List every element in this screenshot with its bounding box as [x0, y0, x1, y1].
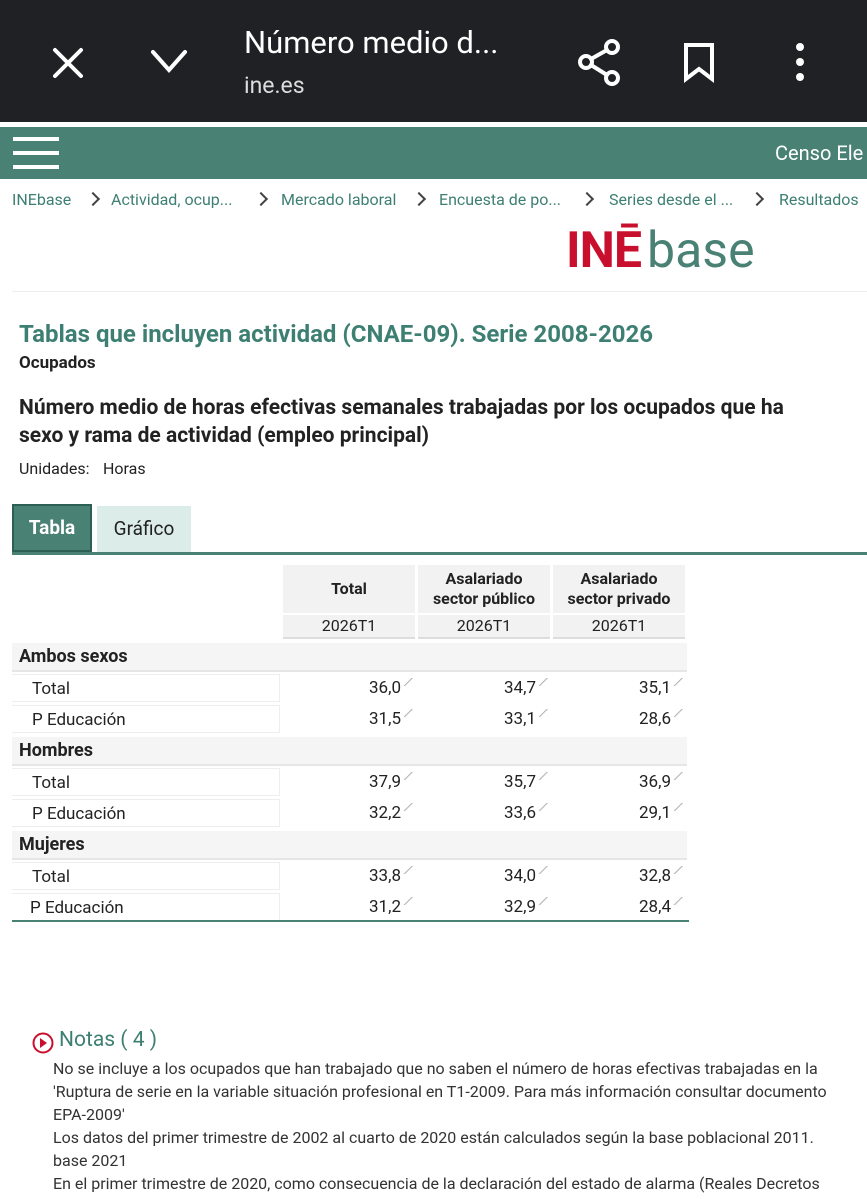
breadcrumb-separator	[253, 191, 269, 207]
browser-bar: Número medio d... ine.es	[0, 0, 867, 122]
table-cell: 28,6	[553, 705, 685, 733]
units: Horas	[103, 459, 146, 478]
period-header: 2026T1	[553, 615, 685, 639]
logo-ine: INĒ	[566, 222, 642, 280]
note-line: En el primer trimestre de 2020, como con…	[53, 1174, 820, 1193]
column-header: Asalariado sector privado	[553, 565, 685, 613]
table-cell: 34,7	[418, 674, 550, 702]
row-label: Total	[12, 862, 280, 890]
notes-title[interactable]: Notas ( 4 )	[59, 1028, 158, 1052]
row-label: P Educación	[12, 705, 280, 733]
menu-icon[interactable]	[13, 135, 59, 171]
note-line: No se incluye a los ocupados que han tra…	[53, 1059, 818, 1078]
subtitle: Ocupados	[19, 353, 96, 373]
icons[interactable]	[53, 39, 714, 86]
breadcrumb-separator	[749, 191, 765, 207]
notes-icon[interactable]	[32, 1032, 54, 1054]
table-cell: 32,9	[418, 893, 550, 921]
table-bottom	[12, 920, 689, 922]
table-cell: 31,2	[283, 893, 415, 921]
breadcrumb-link[interactable]: Resultados	[779, 190, 859, 209]
table-cell: 33,1	[418, 705, 550, 733]
note-line: Los datos del primer trimestre de 2002 a…	[53, 1128, 814, 1147]
logo-base: base	[647, 222, 755, 280]
table-cell: 31,5	[283, 705, 415, 733]
group-header: Hombres	[12, 737, 687, 766]
table-title: Número medio de horas efectivas semanale…	[19, 396, 784, 420]
group-header: Mujeres	[12, 831, 687, 860]
nav-bar: Censo Ele	[0, 127, 867, 179]
table-cell: 33,6	[418, 799, 550, 827]
breadcrumb-separator	[85, 191, 101, 207]
note-line: EPA-2009'	[53, 1105, 125, 1124]
row-label: Total	[12, 768, 280, 796]
period-header: 2026T1	[283, 615, 415, 639]
tab[interactable]: Tabla	[12, 504, 92, 552]
tab[interactable]: Gráfico	[97, 506, 191, 552]
table-cell: 28,4	[553, 893, 685, 921]
breadcrumb-link[interactable]: INEbase	[12, 190, 72, 209]
group-header: Ambos sexos	[12, 643, 687, 672]
table-title: sexo y rama de actividad (empleo princip…	[19, 424, 430, 448]
note-line: base 2021	[53, 1151, 128, 1170]
note-line: 'Ruptura de serie en la variable situaci…	[53, 1082, 827, 1101]
table-cell: 35,7	[418, 768, 550, 796]
table-cell: 32,2	[283, 799, 415, 827]
divider	[12, 291, 867, 292]
row-label: P Educación	[12, 799, 280, 827]
table-cell: 32,8	[553, 862, 685, 890]
column-header: Total	[283, 565, 415, 613]
breadcrumb-link[interactable]: Actividad, ocup...	[111, 190, 233, 209]
url[interactable]: ine.es	[244, 72, 305, 99]
table-cell: 35,1	[553, 674, 685, 702]
page-title: Número medio d...	[244, 24, 499, 61]
table-cell: 34,0	[418, 862, 550, 890]
units-label: Unidades:	[19, 459, 90, 478]
breadcrumb-separator	[579, 191, 595, 207]
section-title: Tablas que incluyen actividad (CNAE-09).…	[19, 320, 654, 348]
breadcrumb-link[interactable]: Series desde el ...	[609, 190, 734, 209]
breadcrumb-link[interactable]: Encuesta de po...	[439, 190, 562, 209]
table-cell: 29,1	[553, 799, 685, 827]
row-label: P Educación	[12, 893, 280, 921]
browser-icons	[53, 39, 804, 86]
table-cell: 36,0	[283, 674, 415, 702]
breadcrumb-separator	[411, 191, 427, 207]
column-header: Asalariado sector público	[418, 565, 550, 613]
breadcrumb-link[interactable]: Mercado laboral	[281, 190, 397, 209]
table-cell: 36,9	[553, 768, 685, 796]
table-cell: 37,9	[283, 768, 415, 796]
nav-link[interactable]: Censo Ele	[775, 141, 864, 165]
row-label: Total	[12, 674, 280, 702]
table-cell: 33,8	[283, 862, 415, 890]
tab-line	[12, 552, 867, 555]
period-header: 2026T1	[418, 615, 550, 639]
